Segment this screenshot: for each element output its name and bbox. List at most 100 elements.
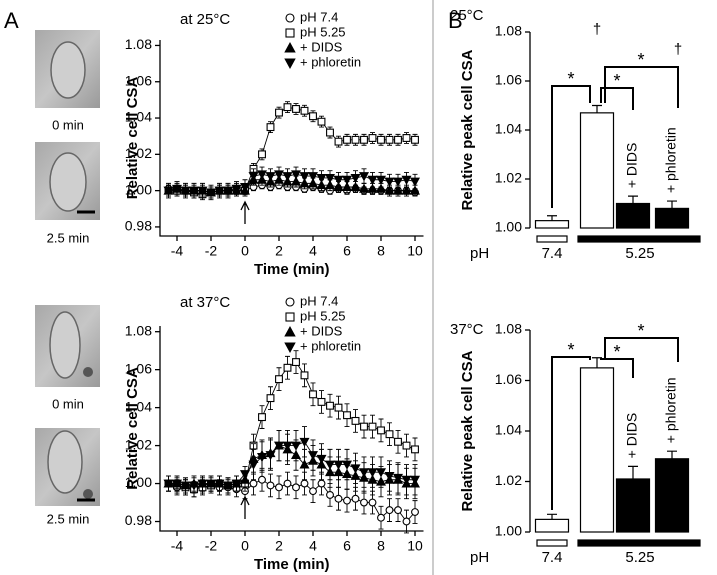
marker	[248, 460, 259, 470]
marker	[360, 498, 368, 507]
marker	[402, 134, 411, 142]
ph-group-label: 7.4	[542, 549, 563, 566]
marker	[283, 363, 292, 372]
marker	[205, 479, 217, 489]
marker	[333, 175, 344, 185]
significance-mark: *	[637, 321, 644, 341]
marker	[292, 483, 300, 492]
x-tick-label: -2	[205, 243, 218, 259]
marker	[290, 441, 302, 451]
legend-label: pH 5.25	[300, 308, 346, 323]
y-tick-label: 1.08	[125, 322, 152, 338]
error-bar	[547, 215, 557, 221]
marker	[273, 441, 285, 451]
bar	[579, 112, 615, 229]
marker	[197, 186, 208, 196]
x-tick-label: -2	[205, 538, 218, 554]
marker	[300, 479, 309, 488]
legend-label: pH 7.4	[300, 9, 338, 24]
marker	[394, 506, 402, 515]
marker	[317, 397, 326, 406]
marker	[265, 451, 276, 461]
marker	[239, 183, 251, 193]
marker	[377, 513, 385, 522]
marker	[300, 371, 309, 380]
marker	[358, 468, 370, 478]
x-tick-label: 10	[407, 243, 423, 259]
y-tick-label: 1.00	[495, 219, 522, 235]
ph-label: pH	[470, 245, 489, 262]
y-tick-label: 1.08	[495, 321, 522, 337]
marker	[334, 137, 343, 146]
axis	[159, 40, 424, 237]
marker	[411, 508, 419, 516]
x-axis-label: Time (min)	[254, 556, 330, 573]
marker	[367, 175, 378, 185]
marker	[384, 185, 395, 195]
error-bar	[592, 357, 602, 368]
marker	[316, 454, 327, 465]
y-tick-label: 1.04	[495, 422, 522, 438]
x-tick-label: 4	[309, 538, 317, 554]
marker	[266, 123, 275, 132]
marker	[341, 460, 353, 470]
marker	[385, 430, 394, 439]
bar	[615, 202, 651, 229]
marker	[385, 135, 394, 144]
y-axis-label: Relative cell CSA	[124, 367, 141, 490]
ph-group-label: 5.25	[625, 549, 654, 566]
marker	[266, 394, 275, 403]
marker	[256, 453, 268, 463]
marker	[394, 437, 402, 446]
legend-label: pH 7.4	[300, 293, 338, 308]
image-caption: 0 min	[52, 117, 84, 132]
marker	[275, 375, 283, 384]
bar	[654, 207, 690, 229]
marker	[292, 105, 300, 113]
marker	[283, 103, 292, 112]
x-tick-label: 2	[275, 538, 283, 554]
x-tick-label: 0	[241, 243, 249, 259]
marker	[205, 188, 217, 198]
marker	[163, 479, 174, 489]
legend-label: + DIDS	[300, 39, 343, 54]
x-axis-label: Time (min)	[254, 261, 330, 278]
marker	[360, 422, 368, 431]
marker	[334, 403, 343, 412]
marker	[401, 175, 412, 185]
chart-title: at 37°C	[180, 294, 230, 311]
marker	[273, 170, 285, 180]
marker	[284, 42, 296, 53]
x-tick-label: 0	[241, 538, 249, 554]
y-tick-label: 1.06	[495, 72, 522, 88]
bar-label: + phloretin	[663, 127, 679, 193]
y-tick-label: 1.08	[125, 36, 152, 52]
x-tick-label: 8	[377, 243, 385, 259]
marker	[360, 135, 368, 144]
marker	[351, 494, 360, 503]
marker	[326, 401, 334, 410]
marker	[392, 177, 404, 187]
ph-bar	[577, 235, 701, 243]
ph-group-label: 7.4	[542, 245, 563, 262]
error-bar	[547, 513, 557, 520]
marker	[402, 441, 411, 450]
significance-mark: *	[613, 342, 620, 362]
x-tick-label: -4	[171, 538, 184, 554]
marker	[375, 468, 387, 478]
arrow	[240, 200, 250, 224]
marker	[326, 490, 334, 499]
y-tick-label: 1.02	[495, 170, 522, 186]
marker	[358, 183, 370, 193]
marker	[351, 416, 360, 425]
significance-bracket	[600, 87, 634, 110]
marker	[343, 411, 351, 420]
marker	[409, 475, 421, 485]
x-tick-label: 6	[343, 243, 351, 259]
chart-title: at 25°C	[180, 11, 230, 28]
x-tick-label: 2	[275, 243, 283, 259]
marker	[385, 506, 394, 515]
marker	[309, 390, 317, 399]
marker	[309, 112, 317, 121]
